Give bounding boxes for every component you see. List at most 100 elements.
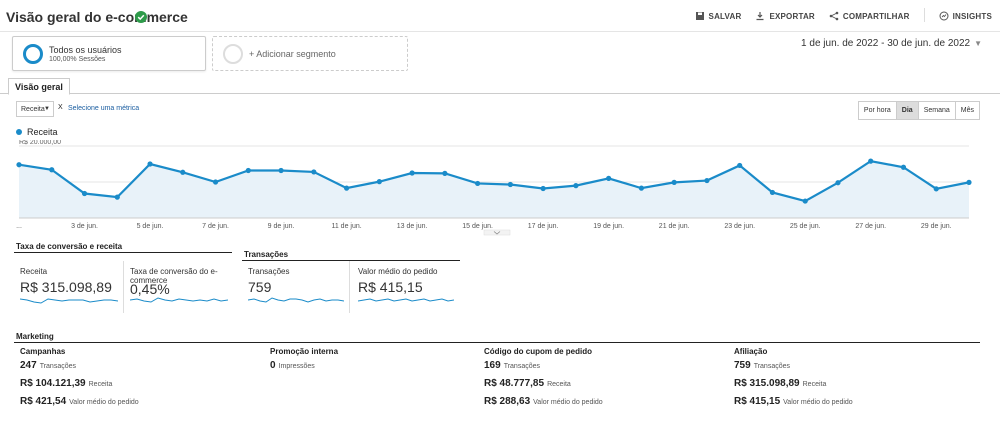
data-point[interactable] bbox=[49, 167, 55, 173]
data-point[interactable] bbox=[507, 181, 513, 188]
data-point[interactable] bbox=[409, 170, 415, 176]
marketing-value[interactable]: R$ 315.098,89 bbox=[734, 378, 800, 389]
kpi-value: 0,45% bbox=[130, 281, 170, 297]
kpi-card-revenue[interactable]: Receita R$ 315.098,89 bbox=[14, 261, 124, 313]
y-tick-label: R$ 20.000,00 bbox=[19, 140, 61, 146]
data-point[interactable] bbox=[475, 180, 481, 187]
data-point[interactable] bbox=[966, 179, 972, 185]
verified-check-icon bbox=[135, 11, 147, 23]
marketing-coupon-code: Código do cupom de pedido 169 Transações … bbox=[484, 347, 724, 407]
legend-label: Receita bbox=[27, 127, 58, 137]
insights-button[interactable]: INSIGHTS bbox=[939, 10, 992, 22]
kpi-card-average-order[interactable]: Valor médio do pedido R$ 415,15 bbox=[352, 261, 460, 313]
export-button[interactable]: EXPORTAR bbox=[755, 10, 815, 22]
metric-dropdown-value: Receita bbox=[21, 106, 45, 113]
data-point[interactable] bbox=[245, 167, 251, 174]
kpi-card-conversion[interactable]: Taxa de conversão do e-commerce 0,45% bbox=[124, 261, 234, 313]
x-tick-label: 21 de jun. bbox=[659, 223, 690, 230]
x-tick-label: 19 de jun. bbox=[593, 223, 624, 230]
export-label: EXPORTAR bbox=[769, 11, 815, 21]
granularity-hour[interactable]: Por hora bbox=[863, 107, 891, 114]
data-point[interactable] bbox=[311, 169, 317, 175]
data-point[interactable] bbox=[147, 161, 153, 167]
share-label: COMPARTILHAR bbox=[842, 11, 910, 21]
kpi-value: 759 bbox=[248, 279, 272, 295]
x-tick-label: ... bbox=[16, 223, 22, 230]
data-point[interactable] bbox=[81, 190, 88, 197]
data-point[interactable] bbox=[737, 162, 743, 169]
marketing-value[interactable]: 169 bbox=[484, 360, 501, 371]
data-point[interactable] bbox=[802, 198, 808, 204]
x-tick-label: 3 de jun. bbox=[71, 223, 98, 230]
data-point[interactable] bbox=[376, 179, 382, 185]
data-point[interactable] bbox=[835, 180, 841, 186]
legend-dot-icon bbox=[16, 129, 22, 135]
select-metric-link[interactable]: Selecione uma métrica bbox=[68, 105, 140, 112]
data-point[interactable] bbox=[573, 183, 579, 189]
data-point[interactable] bbox=[114, 194, 120, 200]
granularity-month[interactable]: Mês bbox=[954, 102, 979, 119]
marketing-value[interactable]: R$ 421,54 bbox=[20, 396, 67, 407]
kpi-label: Receita bbox=[20, 267, 48, 276]
marketing-label: Transações bbox=[39, 363, 76, 370]
sparkline bbox=[130, 297, 228, 303]
data-point[interactable] bbox=[212, 179, 219, 185]
marketing-label: Impressões bbox=[278, 363, 315, 370]
granularity-week[interactable]: Semana bbox=[917, 102, 955, 119]
data-point[interactable] bbox=[278, 167, 284, 174]
metric-dropdown[interactable]: Receita ▼ bbox=[16, 101, 54, 117]
data-point[interactable] bbox=[180, 169, 186, 175]
x-tick-label: 23 de jun. bbox=[724, 223, 755, 230]
marketing-column-title: Afiliação bbox=[734, 347, 768, 356]
marketing-value[interactable]: R$ 288,63 bbox=[484, 396, 531, 407]
data-point[interactable] bbox=[16, 162, 22, 168]
marketing-value[interactable]: 759 bbox=[734, 360, 751, 371]
data-point[interactable] bbox=[704, 177, 710, 184]
top-bar: Visão geral do e-commerce SALVAR EXPORTA… bbox=[0, 0, 1000, 32]
data-point[interactable] bbox=[769, 189, 776, 196]
data-point[interactable] bbox=[343, 185, 350, 191]
kpi-card-transactions[interactable]: Transações 759 bbox=[242, 261, 350, 313]
chart-resize-handle[interactable] bbox=[483, 229, 511, 236]
tab-bar: Visão geral bbox=[0, 78, 1000, 95]
date-range-label: 1 de jun. de 2022 - 30 de jun. de 2022 bbox=[801, 38, 971, 49]
marketing-value[interactable]: 247 bbox=[20, 360, 37, 371]
x-tick-label: 5 de jun. bbox=[137, 223, 164, 230]
marketing-label: Transações bbox=[503, 363, 540, 370]
marketing-value[interactable]: R$ 104.121,39 bbox=[20, 378, 86, 389]
add-segment-label: + Adicionar segmento bbox=[249, 49, 336, 59]
data-point[interactable] bbox=[606, 175, 612, 181]
data-point[interactable] bbox=[868, 158, 874, 164]
marketing-label: Receita bbox=[88, 381, 113, 388]
divider bbox=[923, 8, 925, 22]
data-point[interactable] bbox=[933, 186, 939, 192]
kpi-label: Valor médio do pedido bbox=[358, 267, 438, 276]
marketing-label: Valor médio do pedido bbox=[69, 399, 139, 406]
kpi-value: R$ 415,15 bbox=[358, 279, 423, 295]
data-point[interactable] bbox=[671, 179, 677, 185]
marketing-label: Valor médio do pedido bbox=[533, 399, 603, 406]
x-tick-label: 13 de jun. bbox=[397, 223, 428, 230]
data-point[interactable] bbox=[540, 185, 546, 192]
granularity-day[interactable]: Dia bbox=[895, 102, 918, 119]
x-tick-label: 11 de jun. bbox=[331, 223, 361, 230]
marketing-value[interactable]: R$ 48.777,85 bbox=[484, 378, 545, 389]
marketing-affiliation: Afiliação 759 Transações R$ 315.098,89 Rec… bbox=[734, 347, 974, 407]
data-point[interactable] bbox=[638, 185, 645, 191]
date-range-picker[interactable]: 1 de jun. de 2022 - 30 de jun. de 2022 ▼ bbox=[801, 38, 982, 49]
sparkline bbox=[358, 298, 454, 302]
data-point[interactable] bbox=[442, 170, 448, 176]
data-point[interactable] bbox=[900, 164, 907, 170]
marketing-internal-promotion: Promoção interna 0 Impressões bbox=[270, 347, 510, 371]
empty-segment-circle-icon bbox=[223, 44, 243, 64]
tab-overview[interactable]: Visão geral bbox=[8, 78, 70, 95]
kpi-value: R$ 315.098,89 bbox=[20, 279, 112, 295]
segment-all-users[interactable]: Todos os usuários 100,00% Sessões bbox=[12, 36, 206, 71]
marketing-value[interactable]: R$ 415,15 bbox=[734, 396, 781, 407]
marketing-label: Receita bbox=[802, 381, 827, 388]
add-segment-button[interactable]: + Adicionar segmento bbox=[212, 36, 408, 71]
x-tick-label: 9 de jun. bbox=[268, 223, 295, 230]
save-button[interactable]: SALVAR bbox=[695, 10, 742, 22]
share-button[interactable]: COMPARTILHAR bbox=[829, 10, 910, 22]
marketing-value[interactable]: 0 bbox=[270, 360, 276, 371]
